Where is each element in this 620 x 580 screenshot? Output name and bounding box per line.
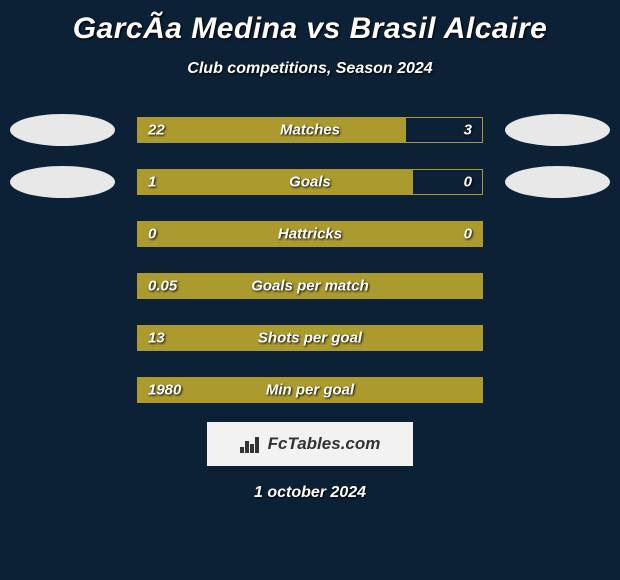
- player-right-oval: [505, 114, 610, 146]
- stat-left-value: 22: [148, 122, 165, 139]
- stat-rows: 22 3 Matches 1 0 Goals 0 0 Hattricks 0.05 Goals pe…: [0, 114, 620, 406]
- player-right-oval: [505, 166, 610, 198]
- stat-left-value: 0: [148, 226, 156, 243]
- stat-bar: 13 Shots per goal: [137, 325, 483, 351]
- stat-left-value: 0.05: [148, 278, 177, 295]
- stat-bar: 0.05 Goals per match: [137, 273, 483, 299]
- stat-right-value: 0: [464, 226, 472, 243]
- stat-label: Min per goal: [266, 382, 354, 399]
- page-subtitle: Club competitions, Season 2024: [0, 60, 620, 78]
- stat-label: Goals per match: [251, 278, 369, 295]
- stat-row: 0.05 Goals per match: [0, 270, 620, 302]
- stat-right-value: 0: [464, 174, 472, 191]
- brand-badge: FcTables.com: [207, 422, 413, 466]
- stat-bar-fill: [138, 118, 406, 142]
- stat-left-value: 1: [148, 174, 156, 191]
- stat-row: 22 3 Matches: [0, 114, 620, 146]
- stat-left-value: 13: [148, 330, 165, 347]
- stat-right-value: 3: [464, 122, 472, 139]
- comparison-card: GarcÃ­a Medina vs Brasil Alcaire Club co…: [0, 0, 620, 502]
- stat-bar: 0 0 Hattricks: [137, 221, 483, 247]
- stat-label: Hattricks: [278, 226, 342, 243]
- stat-left-value: 1980: [148, 382, 181, 399]
- stat-row: 1 0 Goals: [0, 166, 620, 198]
- date-label: 1 october 2024: [0, 484, 620, 502]
- stat-bar-fill: [138, 170, 413, 194]
- stat-row: 1980 Min per goal: [0, 374, 620, 406]
- player-left-oval: [10, 166, 115, 198]
- stat-label: Shots per goal: [258, 330, 362, 347]
- stat-bar: 1 0 Goals: [137, 169, 483, 195]
- stat-row: 13 Shots per goal: [0, 322, 620, 354]
- stat-label: Goals: [289, 174, 331, 191]
- stat-bar: 1980 Min per goal: [137, 377, 483, 403]
- brand-label: FcTables.com: [268, 434, 381, 454]
- stat-row: 0 0 Hattricks: [0, 218, 620, 250]
- player-left-oval: [10, 114, 115, 146]
- bar-chart-icon: [240, 435, 262, 453]
- page-title: GarcÃ­a Medina vs Brasil Alcaire: [0, 12, 620, 46]
- stat-label: Matches: [280, 122, 340, 139]
- stat-bar: 22 3 Matches: [137, 117, 483, 143]
